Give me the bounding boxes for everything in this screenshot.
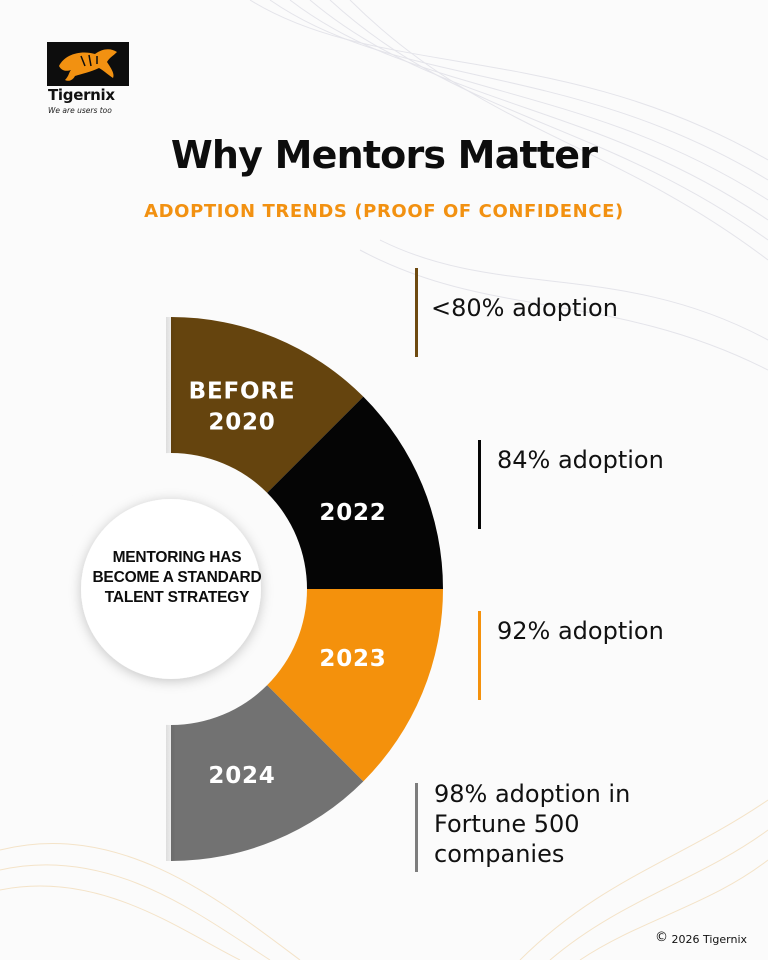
segment-label: BEFORE	[189, 379, 296, 405]
stat-text: 98% adoption in Fortune 500 companies	[434, 780, 631, 868]
wheel-segments	[171, 317, 443, 861]
segment-before-2020	[171, 317, 364, 506]
segment-label: 2020	[208, 410, 275, 436]
stat-bar	[478, 611, 481, 700]
stat-text: 92% adoption	[497, 617, 664, 645]
copyright-footer: © 2026 Tigernix	[655, 930, 748, 947]
center-circle	[81, 499, 261, 679]
segment-label: 2023	[319, 646, 386, 672]
stat-text: 84% adoption	[497, 446, 664, 474]
stat-bar	[415, 783, 418, 872]
stat-text: <80% adoption	[431, 294, 618, 322]
stat-bar	[415, 268, 418, 357]
brand-name: Tigernix	[48, 86, 115, 104]
copyright-symbol: ©	[655, 930, 668, 945]
logo-badge	[47, 42, 129, 86]
segment-2022	[254, 396, 443, 589]
brand-logo[interactable]: Tigernix We are users too	[47, 42, 130, 120]
segment-labels: BEFORE 2020 2022 2023 2024	[189, 379, 386, 790]
segment-label: 2024	[208, 763, 275, 789]
copyright-text: 2026 Tigernix	[671, 933, 748, 946]
center-statement: MENTORING HAS BECOME A STANDARD TALENT S…	[92, 549, 262, 606]
tiger-icon	[59, 49, 117, 81]
stat-bar	[478, 440, 481, 529]
page-subtitle: ADOPTION TRENDS (PROOF OF CONFIDENCE)	[144, 201, 624, 222]
segment-label: 2022	[319, 500, 386, 526]
page-title: Why Mentors Matter	[170, 133, 598, 177]
brand-tagline: We are users too	[48, 106, 112, 115]
segment-2024	[171, 672, 364, 861]
segment-2023	[254, 589, 443, 782]
